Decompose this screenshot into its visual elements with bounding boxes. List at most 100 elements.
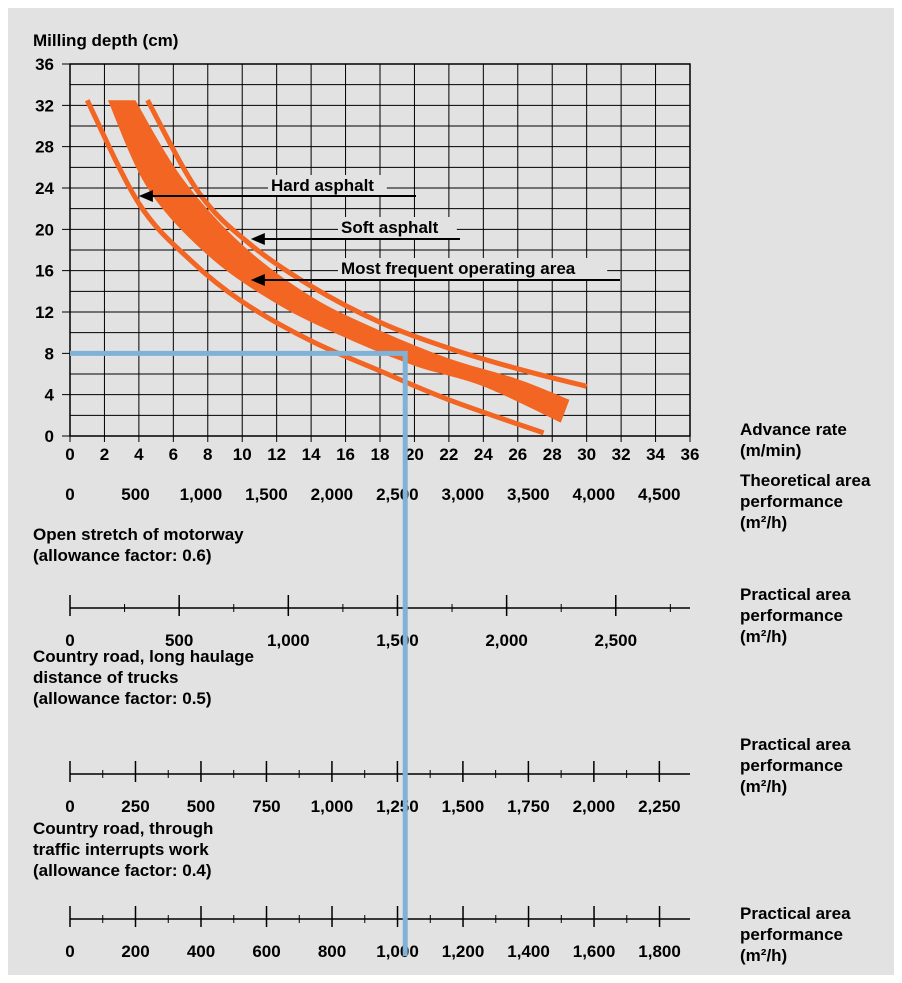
curve-soft-asphalt bbox=[145, 98, 588, 389]
scale-side-label: Practical area bbox=[740, 904, 851, 923]
scale-title: Open stretch of motorway bbox=[33, 525, 244, 544]
scale-tick-label: 4,000 bbox=[572, 485, 615, 504]
scale-tick-label: 1,000 bbox=[376, 942, 419, 961]
curve-hard-asphalt bbox=[84, 99, 545, 436]
scale-tick-label: 500 bbox=[165, 631, 193, 650]
scale-side-label: Practical area bbox=[740, 585, 851, 604]
scale-side-label: (m²/h) bbox=[740, 946, 787, 965]
x-tick-label: 26 bbox=[508, 445, 527, 464]
scale-side-label: performance bbox=[740, 492, 843, 511]
x-tick-label: 30 bbox=[577, 445, 596, 464]
scale-tick-label: 750 bbox=[252, 797, 280, 816]
guide-line bbox=[70, 350, 408, 956]
scale-tick-label: 1,400 bbox=[507, 942, 550, 961]
annotation-arrow-head bbox=[250, 274, 265, 286]
scale-tick-label: 0 bbox=[65, 942, 74, 961]
scale-side-label: (m²/h) bbox=[740, 777, 787, 796]
scale-tick-label: 1,000 bbox=[180, 485, 223, 504]
scale-tick-label: 200 bbox=[121, 942, 149, 961]
scale-tick-label: 0 bbox=[65, 485, 74, 504]
scale-title: traffic interrupts work bbox=[33, 840, 209, 859]
scale-tick-label: 800 bbox=[318, 942, 346, 961]
scale-tick-label: 0 bbox=[65, 797, 74, 816]
scale-tick-label: 2,500 bbox=[595, 631, 638, 650]
scale-tick-label: 3,000 bbox=[442, 485, 485, 504]
x-tick-label: 6 bbox=[169, 445, 178, 464]
annotation-label-bg bbox=[338, 258, 608, 279]
scale-side-label: performance bbox=[740, 925, 843, 944]
y-tick-label: 24 bbox=[35, 179, 54, 198]
y-tick-label: 8 bbox=[45, 344, 54, 363]
band-most-frequent-operating-area bbox=[107, 100, 570, 423]
scale-tick-label: 250 bbox=[121, 797, 149, 816]
x-tick-label: 0 bbox=[65, 445, 74, 464]
annotation-label-bg bbox=[338, 217, 457, 238]
scale-tick-label: 1,000 bbox=[267, 631, 310, 650]
scale-tick-label: 3,500 bbox=[507, 485, 550, 504]
scale-side-label: performance bbox=[740, 756, 843, 775]
y-tick-label: 16 bbox=[35, 262, 54, 281]
x-tick-label: 28 bbox=[543, 445, 562, 464]
scale-tick-label: 1,800 bbox=[638, 942, 681, 961]
y-tick-label: 28 bbox=[35, 138, 54, 157]
y-tick-label: 4 bbox=[45, 386, 55, 405]
scale-tick-label: 2,000 bbox=[485, 631, 528, 650]
scale-tick-label: 2,500 bbox=[376, 485, 419, 504]
scale-tick-label: 1,250 bbox=[376, 797, 419, 816]
y-tick-label: 0 bbox=[45, 427, 54, 446]
annotation-label: Soft asphalt bbox=[341, 218, 439, 237]
scale-tick-label: 1,500 bbox=[245, 485, 288, 504]
chart-panel: Milling depth (cm) 0 4 8 12 16 20 24 28 32 36 0 2 4 6 8… bbox=[8, 8, 894, 975]
scale-tick-label: 4,500 bbox=[638, 485, 681, 504]
scale-tick-label: 1,750 bbox=[507, 797, 550, 816]
scale-side-label: performance bbox=[740, 606, 843, 625]
x-axis-label: (m/min) bbox=[740, 441, 801, 460]
scale-tick-label: 1,600 bbox=[573, 942, 616, 961]
x-tick-label: 22 bbox=[439, 445, 458, 464]
y-tick-label: 20 bbox=[35, 220, 54, 239]
scale-tick-label: 0 bbox=[65, 631, 74, 650]
scale-side-label: Practical area bbox=[740, 735, 851, 754]
scale-tick-label: 2,250 bbox=[638, 797, 681, 816]
scale-title: (allowance factor: 0.4) bbox=[33, 861, 212, 880]
annotation-arrow-head bbox=[250, 233, 265, 245]
annotation-label-bg bbox=[268, 175, 387, 196]
scale-title: Country road, long haulage bbox=[33, 647, 254, 666]
y-axis-label: Milling depth (cm) bbox=[33, 31, 178, 50]
scale-tick-label: 1,500 bbox=[442, 797, 485, 816]
scale-tick-label: 2,000 bbox=[573, 797, 616, 816]
x-tick-label: 2 bbox=[100, 445, 109, 464]
scale-title: Country road, through bbox=[33, 819, 213, 838]
x-tick-label: 24 bbox=[474, 445, 493, 464]
x-tick-label: 8 bbox=[203, 445, 212, 464]
scale-side-label: (m²/h) bbox=[740, 513, 787, 532]
scale-tick-label: 400 bbox=[187, 942, 215, 961]
x-tick-label: 36 bbox=[681, 445, 700, 464]
x-axis-label: Advance rate bbox=[740, 420, 847, 439]
scale-tick-label: 1,200 bbox=[442, 942, 485, 961]
x-tick-label: 10 bbox=[233, 445, 252, 464]
x-tick-label: 16 bbox=[336, 445, 355, 464]
annotation-label: Most frequent operating area bbox=[341, 259, 576, 278]
x-tick-label: 18 bbox=[371, 445, 390, 464]
scale-tick-label: 2,000 bbox=[311, 485, 354, 504]
scale-tick-label: 600 bbox=[252, 942, 280, 961]
scale-tick-label: 500 bbox=[187, 797, 215, 816]
x-tick-label: 34 bbox=[646, 445, 665, 464]
scale-tick-label: 1,500 bbox=[376, 631, 419, 650]
scale-title: distance of trucks bbox=[33, 668, 179, 687]
y-tick-label: 32 bbox=[35, 96, 54, 115]
annotation-label: Hard asphalt bbox=[271, 176, 374, 195]
x-tick-label: 20 bbox=[405, 445, 424, 464]
y-tick-label: 36 bbox=[35, 55, 54, 74]
scale-title: (allowance factor: 0.5) bbox=[33, 689, 212, 708]
x-tick-label: 14 bbox=[302, 445, 321, 464]
scale-side-label: Theoretical area bbox=[740, 471, 871, 490]
x-tick-label: 12 bbox=[267, 445, 286, 464]
annotation-arrow-head bbox=[138, 190, 153, 202]
scale-tick-label: 1,000 bbox=[311, 797, 354, 816]
scale-tick-label: 500 bbox=[121, 485, 149, 504]
y-tick-label: 12 bbox=[35, 303, 54, 322]
scale-title: (allowance factor: 0.6) bbox=[33, 546, 212, 565]
scale-side-label: (m²/h) bbox=[740, 627, 787, 646]
